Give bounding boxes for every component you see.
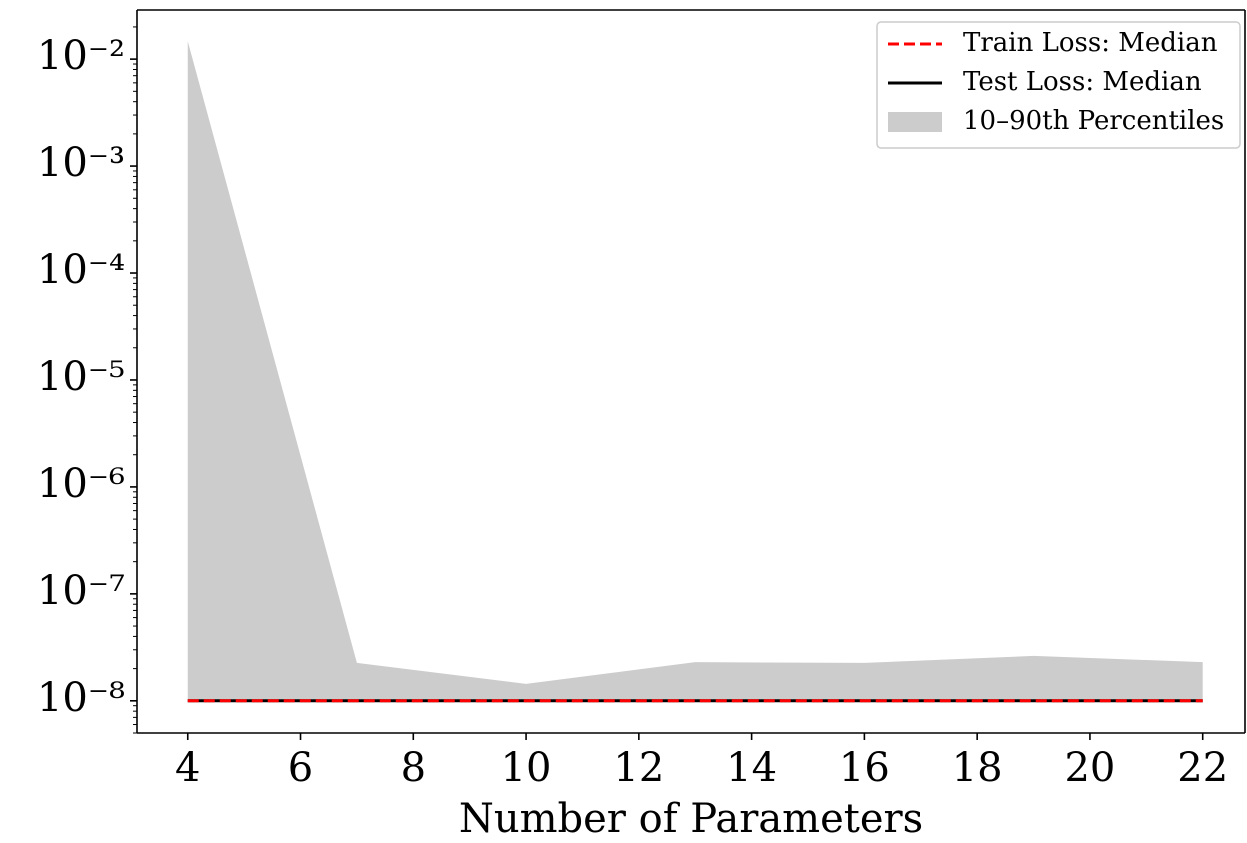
x-tick-label: 8 [401, 745, 426, 791]
percentile-band [187, 41, 1203, 701]
y-tick-label: 10⁻³ [37, 140, 125, 186]
x-tick-label: 14 [726, 745, 777, 791]
y-tick-label: 10⁻⁷ [37, 568, 125, 614]
x-tick-label: 18 [952, 745, 1003, 791]
x-tick-label: 6 [288, 745, 313, 791]
x-tick-label: 22 [1177, 745, 1228, 791]
x-tick-label: 16 [839, 745, 890, 791]
y-tick-label: 10⁻² [37, 33, 125, 79]
legend-label: 10–90th Percentiles [963, 106, 1224, 136]
y-tick-label: 10⁻⁵ [37, 354, 125, 400]
x-tick-label: 12 [613, 745, 664, 791]
legend-swatch [888, 112, 942, 132]
legend-box [876, 21, 1241, 149]
x-tick-label: 4 [175, 745, 200, 791]
y-tick-label: 10⁻⁴ [37, 247, 125, 293]
legend-label: Test Loss: Median [963, 67, 1202, 97]
y-tick-label: 10⁻⁸ [37, 675, 125, 721]
x-axis-label: Number of Parameters [459, 796, 923, 842]
y-tick-label: 10⁻⁶ [37, 461, 125, 507]
x-tick-label: 10 [501, 745, 552, 791]
x-tick-label: 20 [1064, 745, 1115, 791]
legend-label: Train Loss: Median [963, 28, 1218, 58]
